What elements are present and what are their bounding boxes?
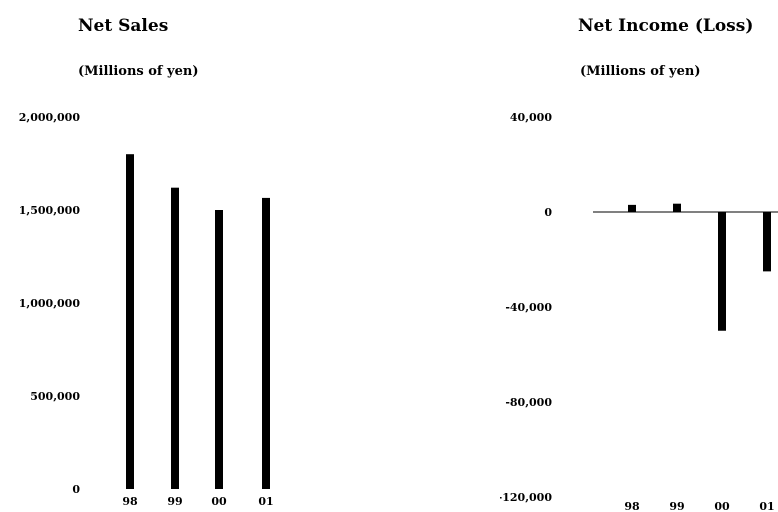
y-tick-label: 1,500,000 bbox=[19, 204, 81, 217]
x-tick-label: 98 bbox=[122, 495, 138, 508]
bar-01 bbox=[763, 212, 771, 272]
net-sales-plot: 0 500,000 1,000,000 1,500,000 2,000,000 98 99 0… bbox=[19, 111, 274, 508]
x-tick-label: 99 bbox=[167, 495, 182, 508]
chart-title: Net Income (Loss) bbox=[578, 16, 754, 36]
bar-99 bbox=[171, 187, 179, 489]
x-tick-label: 00 bbox=[211, 495, 227, 508]
chart-title: Net Sales bbox=[78, 16, 169, 36]
x-tick-label: 01 bbox=[258, 495, 273, 508]
bar-98 bbox=[126, 154, 134, 489]
y-tick-label: 1,000,000 bbox=[19, 297, 81, 310]
y-tick-label: -80,000 bbox=[505, 396, 552, 409]
y-tick-label: 500,000 bbox=[30, 390, 80, 403]
x-tick-label: 00 bbox=[714, 500, 730, 512]
y-tick-label: 0 bbox=[72, 483, 80, 496]
chart-subtitle: (Millions of yen) bbox=[78, 64, 199, 79]
chart-subtitle: (Millions of yen) bbox=[580, 64, 701, 79]
y-tick-label: -40,000 bbox=[505, 301, 552, 314]
x-tick-label: 98 bbox=[624, 500, 640, 512]
x-tick-label: 01 bbox=[759, 500, 774, 512]
bar-98 bbox=[628, 204, 636, 212]
y-tick-label: -120,000 bbox=[500, 491, 552, 504]
x-tick-label: 99 bbox=[669, 500, 684, 512]
y-tick-label: 40,000 bbox=[510, 111, 552, 124]
net-income-plot: -120,000 -80,000 -40,000 0 40,000 98 99 00 01 bbox=[500, 111, 778, 512]
bar-01 bbox=[262, 197, 270, 489]
net-income-chart: Net Income (Loss) (Millions of yen) -120… bbox=[500, 0, 778, 512]
net-sales-chart: Net Sales (Millions of yen) 0 500,000 1,00… bbox=[0, 0, 330, 512]
bar-00 bbox=[215, 210, 223, 489]
y-tick-label: 2,000,000 bbox=[19, 111, 81, 124]
y-tick-label: 0 bbox=[544, 206, 552, 219]
bar-00 bbox=[718, 212, 726, 331]
bar-99 bbox=[673, 203, 681, 212]
